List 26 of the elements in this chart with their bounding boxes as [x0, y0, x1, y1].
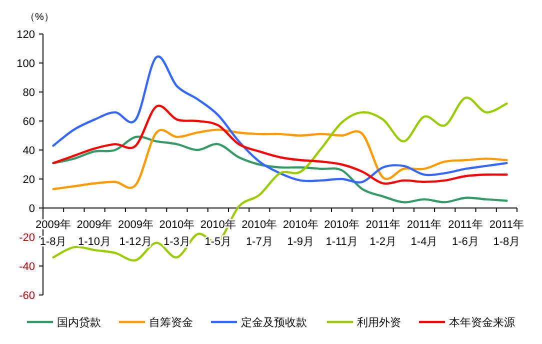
y-tick-label: 0 [28, 203, 35, 215]
y-tick-label: 80 [22, 87, 35, 99]
legend-label: 本年资金来源 [449, 316, 515, 329]
y-tick-label: 100 [16, 58, 35, 70]
y-tick-label: 120 [16, 29, 35, 41]
x-tick-label: 2011年 1-6月 [448, 219, 483, 248]
x-tick-label: 2010年 1-3月 [159, 219, 195, 248]
x-tick-label: 2010年 1-9月 [282, 219, 318, 248]
x-tick-label: 2011年 1-2月 [366, 219, 400, 248]
x-tick-label: 2011年 1-8月 [489, 219, 524, 248]
legend-label: 国内贷款 [57, 316, 101, 329]
y-tick-label: -60 [19, 290, 35, 302]
x-tick-label: 2009年 1-12月 [118, 219, 154, 248]
x-tick-label: 2011年 1-4月 [406, 219, 442, 248]
x-tick-label: 2010年 1-7月 [242, 219, 278, 248]
legend-label: 利用外资 [357, 316, 401, 329]
legend-label: 定金及预收款 [241, 316, 307, 329]
y-tick-label: 60 [22, 116, 35, 128]
y-tick-label: -40 [19, 261, 35, 273]
y-tick-label: 40 [22, 145, 35, 157]
y-tick-label: 20 [22, 174, 35, 186]
y-axis-title: （%） [25, 12, 54, 23]
x-tick-label: 2010年 1-11月 [324, 219, 360, 248]
x-tick-label: 2009年 1-10月 [76, 219, 112, 248]
y-tick-label: -20 [19, 232, 35, 244]
legend-label: 自筹资金 [149, 317, 193, 329]
